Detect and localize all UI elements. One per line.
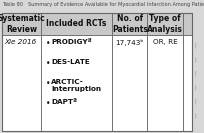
Text: DES-LATE: DES-LATE bbox=[51, 59, 90, 65]
Text: •: • bbox=[46, 39, 50, 48]
Text: •: • bbox=[46, 59, 50, 68]
Bar bbox=[147, 13, 183, 35]
Text: 17,743ᵇ: 17,743ᵇ bbox=[115, 39, 144, 46]
Text: |: | bbox=[194, 85, 196, 90]
Text: |: | bbox=[194, 57, 196, 63]
Bar bbox=[2, 35, 41, 131]
Bar bbox=[112, 35, 147, 131]
Text: PRODIGYª: PRODIGYª bbox=[51, 39, 92, 45]
Bar bbox=[2, 13, 192, 131]
Bar bbox=[2, 13, 41, 35]
Text: ARCTIC-
Interruption: ARCTIC- Interruption bbox=[51, 79, 101, 92]
Text: OR, RE: OR, RE bbox=[153, 39, 177, 45]
Text: |: | bbox=[194, 71, 196, 76]
Bar bbox=[41, 13, 112, 35]
Bar bbox=[112, 13, 147, 35]
Text: Systematic
Review: Systematic Review bbox=[0, 14, 45, 34]
Text: Table 80   Summary of Evidence Available for Myocardial Infarction Among Patient: Table 80 Summary of Evidence Available f… bbox=[2, 2, 204, 7]
Text: Xie 2016: Xie 2016 bbox=[4, 39, 36, 45]
Text: |: | bbox=[194, 113, 196, 119]
Text: Type of
Analysis: Type of Analysis bbox=[147, 14, 183, 34]
Text: |: | bbox=[194, 99, 196, 105]
Text: •: • bbox=[46, 79, 50, 88]
Bar bbox=[183, 35, 192, 131]
Text: |: | bbox=[194, 43, 196, 49]
Bar bbox=[183, 13, 192, 35]
Text: No. of
Patients: No. of Patients bbox=[112, 14, 148, 34]
Text: •: • bbox=[46, 99, 50, 108]
Text: Included RCTs: Included RCTs bbox=[46, 20, 107, 28]
Text: DAPTª: DAPTª bbox=[51, 99, 77, 105]
Bar bbox=[147, 35, 183, 131]
Bar bbox=[41, 35, 112, 131]
